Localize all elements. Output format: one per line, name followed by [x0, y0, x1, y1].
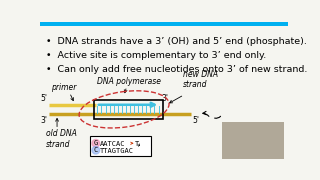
Text: old DNA
strand: old DNA strand: [46, 129, 77, 149]
Text: •  Active site is complementary to 3’ end only.: • Active site is complementary to 3’ end…: [46, 51, 267, 60]
Circle shape: [92, 139, 100, 147]
Text: G: G: [94, 140, 98, 146]
Bar: [94, 100, 163, 119]
Bar: [40, 22, 288, 26]
Text: 5': 5': [41, 94, 48, 103]
Text: primer: primer: [51, 84, 76, 93]
Text: 3': 3': [162, 94, 169, 103]
Bar: [90, 136, 151, 156]
Text: •  DNA strands have a 3’ (OH) and 5’ end (phosphate).: • DNA strands have a 3’ (OH) and 5’ end …: [46, 37, 307, 46]
Text: AATCAC: AATCAC: [100, 141, 125, 147]
Circle shape: [92, 146, 100, 154]
Text: 3': 3': [41, 116, 48, 125]
Text: DNA polymerase: DNA polymerase: [97, 77, 161, 86]
Text: •  Can only add free nucleotides onto 3’ of new strand.: • Can only add free nucleotides onto 3’ …: [46, 65, 308, 74]
Text: new DNA
strand: new DNA strand: [183, 70, 219, 89]
Text: TTAGTGAC: TTAGTGAC: [100, 148, 134, 154]
Text: 5': 5': [193, 116, 200, 125]
Bar: [222, 122, 284, 159]
Text: T: T: [135, 141, 140, 147]
Text: C: C: [94, 147, 98, 153]
